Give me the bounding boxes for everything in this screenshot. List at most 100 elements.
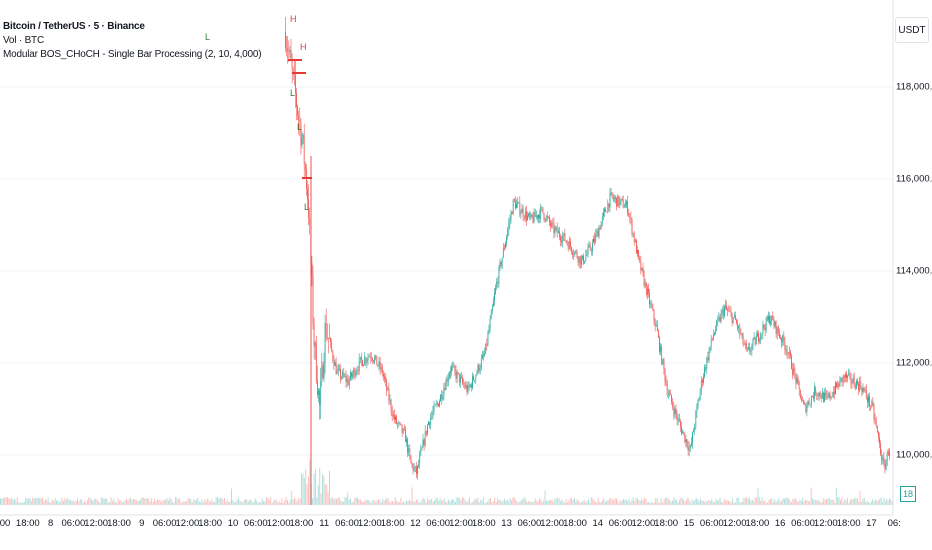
volume-bar — [109, 502, 111, 505]
candle-body — [758, 333, 759, 342]
volume-bar — [252, 502, 253, 505]
volume-bar — [743, 497, 745, 505]
candle-body — [656, 324, 658, 332]
volume-bar — [480, 499, 482, 505]
candle-body — [867, 397, 868, 403]
candle-body — [425, 430, 427, 434]
volume-bar — [499, 499, 501, 505]
candle-body — [827, 395, 829, 398]
candle-body — [347, 378, 349, 385]
candle-body — [622, 199, 624, 208]
volume-bar — [868, 502, 869, 505]
volume-bar — [830, 499, 832, 505]
candle-body — [485, 343, 487, 354]
candle-body — [322, 365, 324, 379]
candle-body — [554, 228, 556, 234]
volume-bar — [484, 502, 486, 505]
volume-bar — [390, 501, 392, 505]
volume-bar — [742, 501, 743, 505]
candles[interactable] — [285, 16, 890, 505]
candle-body — [331, 342, 333, 351]
bos-choch-indicator-title[interactable]: Modular BOS_CHoCH - Single Bar Processin… — [3, 49, 262, 60]
volume-bar — [609, 499, 610, 505]
volume-bar — [585, 502, 587, 505]
candle-body — [757, 333, 758, 337]
candle-body — [297, 106, 298, 116]
volume-bar — [393, 501, 395, 505]
volume-bar — [39, 498, 41, 505]
candle-body — [465, 385, 467, 388]
volume-bar — [826, 498, 827, 505]
candle-body — [648, 288, 649, 294]
volume-bar — [621, 500, 623, 505]
volume-bar — [58, 502, 60, 505]
candle-body — [687, 446, 689, 451]
volume-bar — [264, 501, 266, 505]
volume-bar — [771, 497, 773, 505]
volume-bar — [679, 500, 680, 505]
candle-body — [733, 315, 735, 318]
symbol-title[interactable]: Bitcoin / TetherUS · 5 · Binance — [3, 21, 145, 32]
candle-body — [320, 382, 322, 405]
volume-bar — [539, 498, 540, 505]
candle-body — [306, 170, 307, 190]
candle-body — [379, 361, 381, 370]
volume-bar — [236, 499, 238, 505]
candle-body — [744, 343, 746, 345]
time-label: 10 — [227, 518, 239, 529]
volume-bar — [476, 499, 477, 505]
candle-body — [694, 426, 696, 431]
volume-bar — [532, 502, 533, 505]
volume-bar — [211, 498, 213, 505]
time-label: 12:00 — [813, 518, 838, 529]
candle-body — [783, 335, 785, 343]
volume-bar — [765, 502, 767, 505]
volume-bar — [201, 499, 203, 505]
candle-body — [312, 275, 314, 324]
volume-bar — [40, 498, 42, 505]
volume-indicator-title[interactable]: Vol · BTC — [3, 35, 44, 46]
candle-body — [620, 198, 622, 201]
volume-bar — [247, 501, 249, 505]
volume-bar — [812, 498, 813, 505]
time-label: 12:00 — [631, 518, 656, 529]
candle-body — [740, 333, 742, 335]
volume-bar — [595, 501, 596, 505]
volume-bar — [844, 499, 846, 505]
volume-bar — [750, 500, 752, 505]
volume-bar — [434, 500, 435, 505]
volume-bar — [543, 500, 545, 505]
candle-body — [871, 401, 873, 407]
candle-body — [608, 203, 610, 208]
volume-bar — [242, 502, 244, 505]
volume-bar — [245, 499, 246, 505]
candle-body — [546, 216, 548, 218]
volume-bar — [221, 498, 223, 505]
candle-body — [638, 250, 639, 257]
volume-bar — [649, 502, 651, 505]
volume-bar — [572, 499, 574, 505]
time-label: 12:00 — [266, 518, 291, 529]
candle-body — [870, 406, 872, 407]
candle-body — [329, 338, 330, 339]
volume-bar — [107, 502, 109, 505]
volume-bar — [721, 501, 722, 505]
candle-body — [852, 377, 854, 384]
volume-bar — [229, 501, 231, 505]
volume-bar — [414, 501, 416, 505]
volume-bar — [796, 500, 798, 505]
currency-unit-button[interactable]: USDT — [895, 17, 929, 43]
price-label-116000: 116,000.00 — [896, 173, 932, 185]
time-label: 18:00 — [380, 518, 405, 529]
candle-body — [681, 426, 682, 434]
candle-body — [512, 199, 514, 215]
candle-body — [718, 317, 720, 320]
candle-body — [838, 383, 840, 387]
candle-body — [839, 378, 841, 387]
volume-bar — [861, 502, 862, 505]
volume-bar — [193, 498, 195, 505]
volume-bar — [768, 499, 770, 505]
candle-body — [797, 378, 799, 383]
candle-body — [818, 392, 820, 396]
